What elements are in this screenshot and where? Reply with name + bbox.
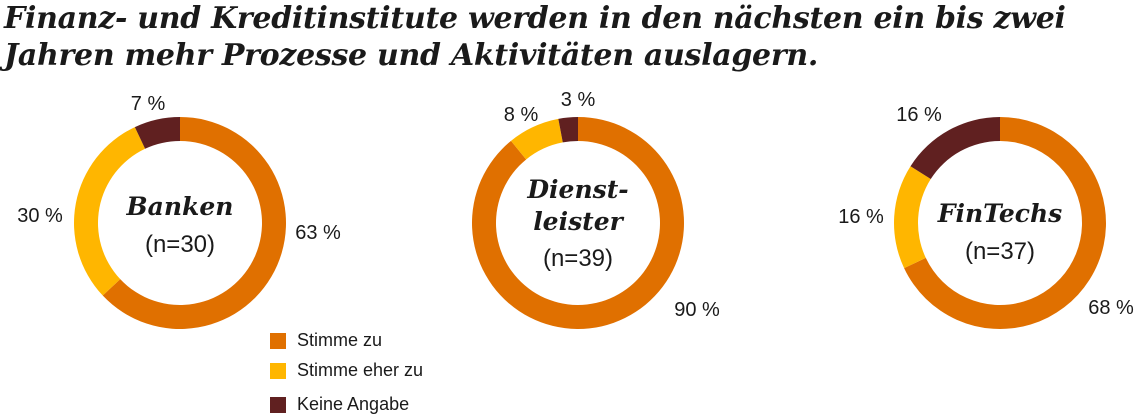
dienstleister-label-stimme-zu: 90 % <box>674 299 720 321</box>
banken-slice-stimme-eher-zu <box>74 127 146 296</box>
fintechs-label-stimme-eher-zu: 16 % <box>838 206 884 228</box>
banken-label-stimme-eher-zu: 30 % <box>17 205 63 227</box>
dienstleister-center-title-1: Dienst- <box>526 175 628 204</box>
legend-item-stimme-zu: Stimme zu <box>270 330 382 351</box>
legend-item-stimme-eher-zu: Stimme eher zu <box>270 360 423 381</box>
dienstleister-label-keine-angabe: 3 % <box>561 89 596 111</box>
legend-label-keine-angabe: Keine Angabe <box>297 394 410 414</box>
donut-dienstleister <box>472 117 684 329</box>
banken-slice-keine-angabe <box>134 117 180 149</box>
dienstleister-slice-stimme-eher-zu <box>510 118 563 160</box>
dienstleister-sample-size: (n=39) <box>543 245 613 272</box>
fintechs-slice-stimme-eher-zu <box>894 166 931 269</box>
fintechs-label-stimme-zu: 68 % <box>1088 297 1134 319</box>
legend-swatch-keine-angabe <box>270 396 286 413</box>
chart-title-line-2: Jahren mehr Prozesse und Aktivitäten aus… <box>4 38 818 73</box>
chart-title: Finanz- und Kreditinstitute werden in de… <box>4 0 1134 74</box>
fintechs-center-title-1: FinTechs <box>937 199 1063 228</box>
banken-label-stimme-zu: 63 % <box>295 222 341 244</box>
banken-sample-size: (n=30) <box>145 231 215 258</box>
banken-center-title-1: Banken <box>126 192 234 221</box>
dienstleister-label-stimme-eher-zu: 8 % <box>504 104 539 126</box>
dienstleister-slice-keine-angabe <box>558 117 578 143</box>
legend-swatch-stimme-eher-zu <box>270 362 286 379</box>
legend-swatch-stimme-zu <box>270 332 286 349</box>
legend-item-keine-angabe: Keine Angabe <box>270 394 409 415</box>
donut-fintechs <box>894 117 1106 329</box>
fintechs-sample-size: (n=37) <box>965 238 1035 265</box>
legend-label-stimme-eher-zu: Stimme eher zu <box>297 360 424 380</box>
dienstleister-center-title-2: leister <box>533 207 624 236</box>
donut-banken <box>74 117 286 329</box>
banken-label-keine-angabe: 7 % <box>131 93 166 115</box>
chart-title-line-1: Finanz- und Kreditinstitute werden in de… <box>4 1 1066 36</box>
banken-slice-stimme-zu <box>102 117 286 329</box>
fintechs-slice-keine-angabe <box>910 117 1000 180</box>
fintechs-label-keine-angabe: 16 % <box>896 104 942 126</box>
legend-label-stimme-zu: Stimme zu <box>297 330 383 350</box>
